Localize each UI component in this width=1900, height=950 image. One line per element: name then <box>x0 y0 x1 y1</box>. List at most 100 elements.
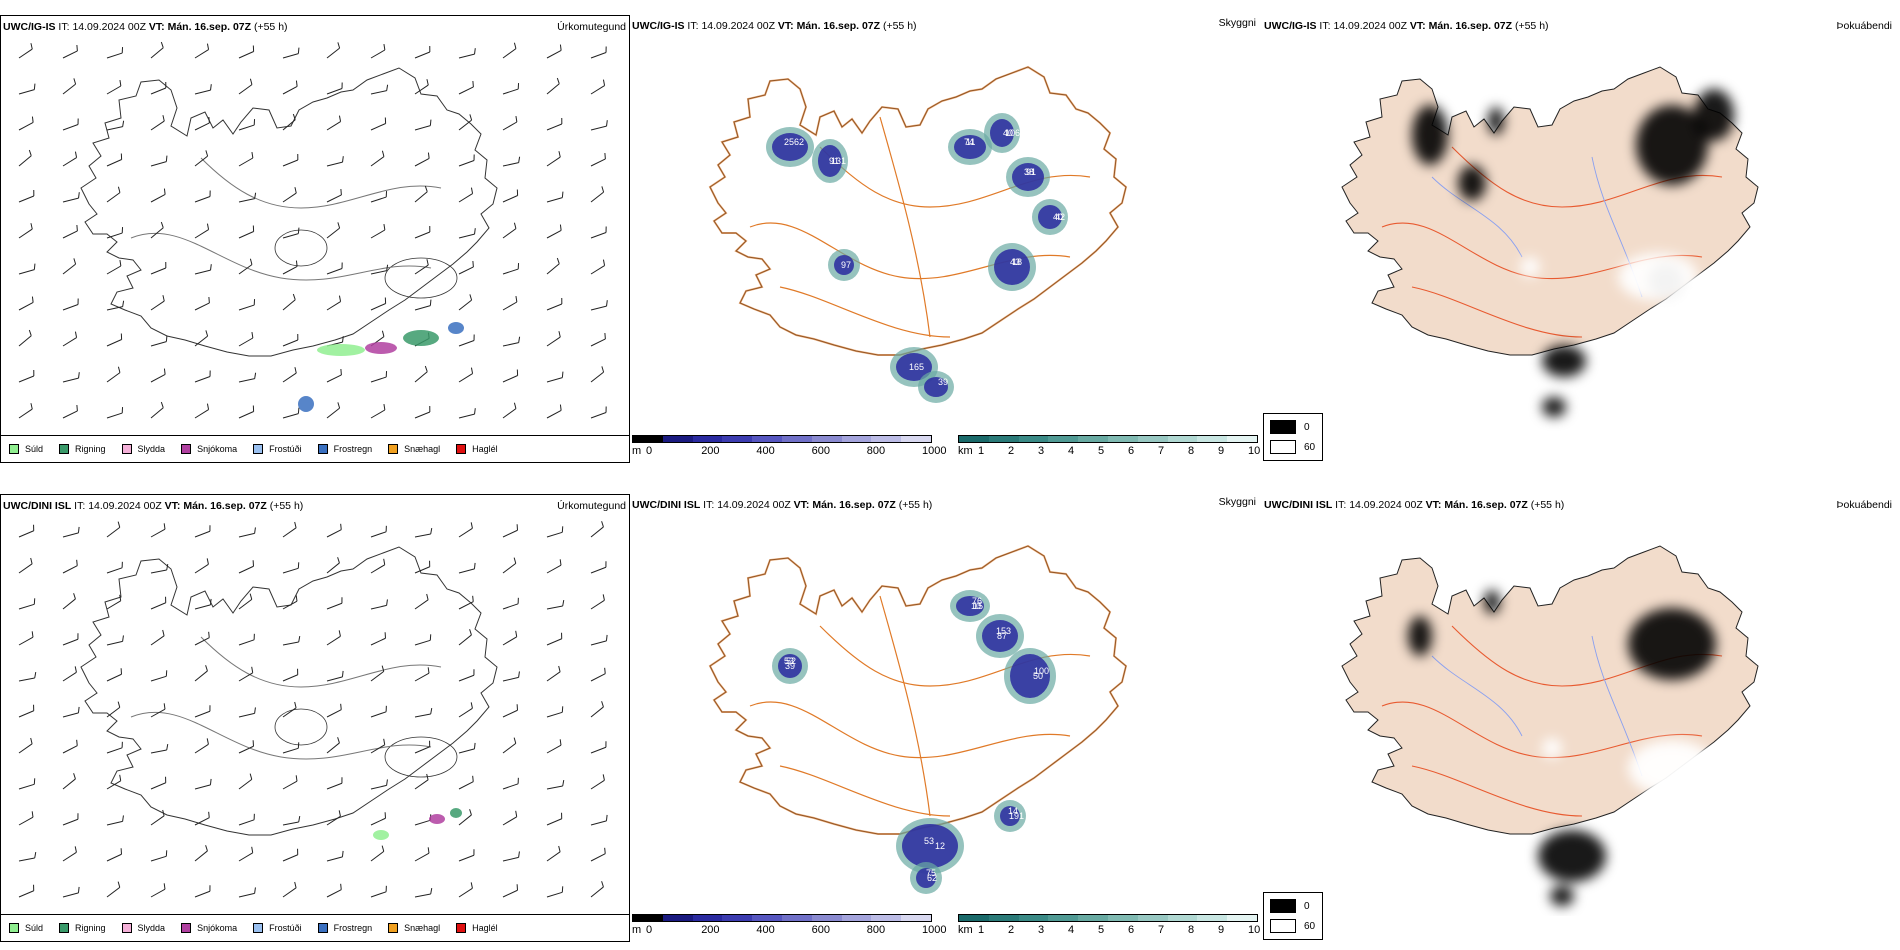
cloud-base-label: 53 <box>784 656 794 666</box>
cloud-base-label: 40 <box>1003 128 1013 138</box>
colorbar-step <box>662 436 693 442</box>
panel-header: UWC/DINI ISL IT: 14.09.2024 00Z VT: Mán.… <box>632 499 933 511</box>
visibility-colorbar: km 1 2 3 4 5 6 7 8 9 10 <box>958 914 1260 942</box>
colorbar-tick: 400 <box>756 924 775 936</box>
cloud-base-label: 15 <box>973 601 983 611</box>
colorbar-step <box>841 436 872 442</box>
legend-swatch <box>121 923 132 933</box>
legend-label: Frostregn <box>333 923 373 933</box>
colorbar-tick: 2 <box>1008 445 1015 457</box>
legend-item: Rigning <box>59 444 106 454</box>
cloud-base-label: 50 <box>1033 671 1043 681</box>
cloud-base-label: 106 <box>1005 128 1020 138</box>
cloud-base-label: 42 <box>1055 212 1065 222</box>
cloud-base-label: 39 <box>785 661 795 671</box>
colorbar-tick: 2 <box>1008 924 1015 936</box>
colorbar-step <box>752 915 782 921</box>
colorbar-step <box>959 436 989 442</box>
cloud-base-label: 40 <box>1053 212 1063 222</box>
colorbar-step <box>781 915 812 921</box>
colorbar-tick: 9 <box>1218 924 1225 936</box>
cloud-base-label: 62 <box>794 137 804 147</box>
colorbar-tick: 1000 <box>922 924 947 936</box>
legend-swatch <box>121 444 132 454</box>
legend-label: Slydda <box>137 923 166 933</box>
colorbar-step <box>1227 915 1257 921</box>
wind-map <box>18 521 608 898</box>
visibility-colorbar: km 1 2 3 4 5 6 7 8 9 10 <box>958 435 1260 463</box>
colorbar-tick: 6 <box>1128 445 1135 457</box>
colorbar-tick: 5 <box>1098 445 1105 457</box>
colorbar-step <box>1227 436 1257 442</box>
colorbar-step <box>1018 915 1049 921</box>
colorbar-tick: 800 <box>866 445 886 457</box>
panel-type-title: Þokuábendi <box>1836 499 1892 511</box>
fog-legend: 0 60 <box>1263 413 1323 461</box>
cloud-base-label: 91 <box>1026 167 1036 177</box>
colorbar-step <box>959 915 989 921</box>
legend-swatch <box>388 923 399 933</box>
colorbar-tick: 8 <box>1188 445 1195 457</box>
colorbar-step <box>1107 915 1138 921</box>
colorbar-step <box>633 436 663 442</box>
fog-map <box>1341 66 1759 417</box>
legend-item: Slydda <box>121 444 165 454</box>
colorbar-step <box>811 915 842 921</box>
legend-item: Snæhagl <box>388 444 440 454</box>
colorbar-step <box>1078 436 1108 442</box>
cloud-base-label: 43 <box>1010 257 1020 267</box>
colorbar-step <box>1167 436 1198 442</box>
colorbar-tick: 5 <box>1098 924 1105 936</box>
legend-label: Haglél <box>472 444 498 454</box>
colorbar-step <box>692 436 723 442</box>
legend-item: Snæhagl <box>388 923 440 933</box>
legend-item: Rigning <box>59 923 106 933</box>
panel-type-title: Skyggni <box>1218 17 1256 29</box>
colorbar-tick: 400 <box>756 445 775 457</box>
cloudbase-colorbar: m 0 200 400 600 800 1000 <box>632 914 946 942</box>
fog-legend: 0 60 <box>1263 892 1323 940</box>
legend-label: Frostúði <box>269 923 302 933</box>
colorbar-step <box>1048 436 1079 442</box>
legend-swatch <box>456 923 467 933</box>
cloudbase-colorbar: m 0 200 400 600 800 1000 <box>632 435 946 463</box>
colorbar-tick: 0 <box>646 924 653 936</box>
colorbar-tick: 4 <box>1068 445 1075 457</box>
legend-label: Súld <box>25 444 44 454</box>
colorbar-step <box>841 915 872 921</box>
legend-label: Frostúði <box>269 444 302 454</box>
wind-map <box>18 41 608 419</box>
precip-type-panel-1: UWC/IG-IS IT: 14.09.2024 00Z VT: Mán. 16… <box>0 15 630 463</box>
legend-item: Snjókoma <box>181 923 237 933</box>
legend-item: Frostregn <box>317 923 373 933</box>
legend-swatch <box>59 923 70 933</box>
cloud-base-label: 165 <box>909 362 924 372</box>
cloud-base-label: 10 <box>971 601 981 611</box>
panel-type-title: Úrkomutegund <box>557 21 626 33</box>
colorbar-step <box>901 436 931 442</box>
colorbar-tick: 6 <box>1128 924 1135 936</box>
colorbar-step <box>1197 436 1228 442</box>
visibility-panel-1: UWC/IG-IS IT: 14.09.2024 00Z VT: Mán. 16… <box>630 15 1260 463</box>
colorbar-tick: 7 <box>1158 445 1165 457</box>
cloud-base-label: 53 <box>924 836 934 846</box>
colorbar-tick: 600 <box>811 445 830 457</box>
cloud-base-label: 131 <box>831 156 846 166</box>
legend-swatch <box>9 923 19 933</box>
colorbar-tick: 1 <box>978 924 985 936</box>
legend-item: Snjókoma <box>181 444 237 454</box>
cloud-base-label: 11 <box>966 137 975 147</box>
legend-swatch <box>253 444 264 454</box>
legend-item: Frostúði <box>253 444 302 454</box>
colorbar-step <box>722 915 753 921</box>
cloud-base-label: 75 <box>926 868 936 878</box>
colorbar-tick: 1000 <box>922 445 947 457</box>
colorbar-step <box>1078 915 1108 921</box>
legend-item: Súld <box>9 923 43 933</box>
panel-header: UWC/IG-IS IT: 14.09.2024 00Z VT: Mán. 16… <box>1264 20 1549 32</box>
panel-type-title: Úrkomutegund <box>557 500 626 512</box>
panel-header: UWC/DINI ISL IT: 14.09.2024 00Z VT: Mán.… <box>1264 499 1565 511</box>
cloud-base-label: 39 <box>938 377 948 387</box>
panel-header: UWC/DINI ISL IT: 14.09.2024 00Z VT: Mán.… <box>3 500 304 512</box>
colorbar-step <box>1137 915 1168 921</box>
